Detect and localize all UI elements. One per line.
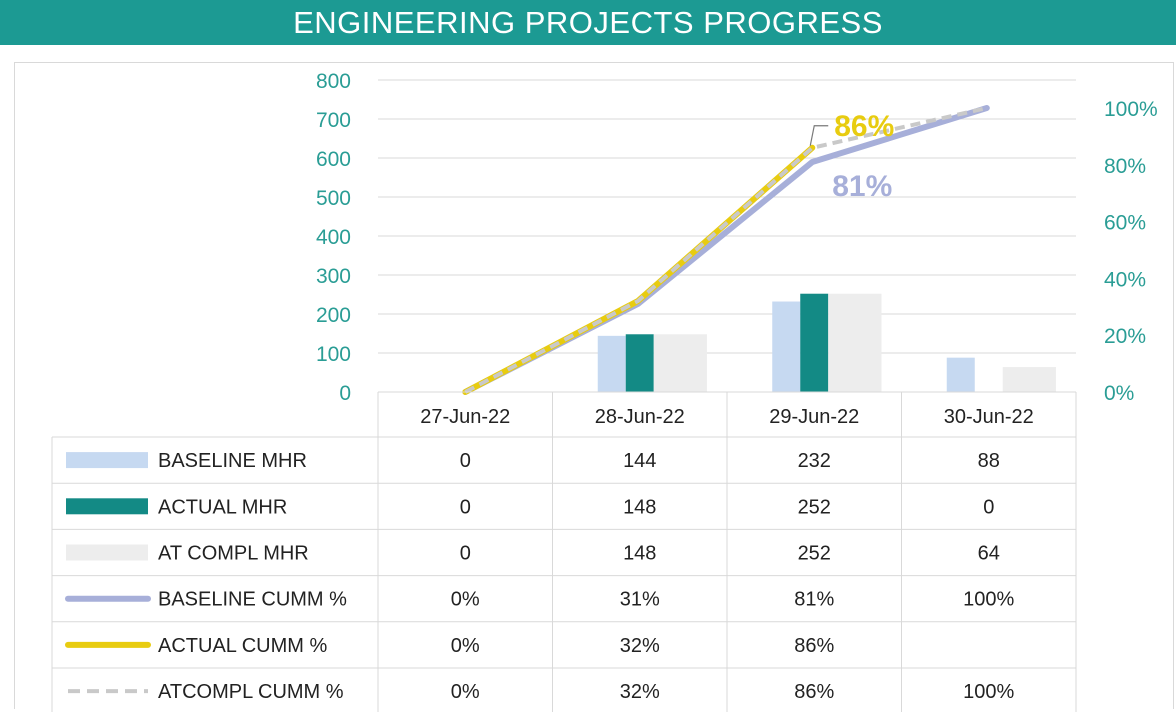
y-tick-label: 200 <box>316 304 351 327</box>
y-tick-label: 800 <box>316 70 351 93</box>
bar <box>653 334 707 392</box>
table-cell-value: 252 <box>798 543 831 565</box>
table-cell-value: 100% <box>963 589 1014 611</box>
legend-key-bar <box>66 452 148 469</box>
table-cell-value: 252 <box>798 496 831 518</box>
y-tick-label: 100 <box>316 343 351 366</box>
chart-title-banner: ENGINEERING PROJECTS PROGRESS <box>0 0 1176 45</box>
table-cell-value: 32% <box>620 681 660 703</box>
y-tick-label: 0 <box>339 382 351 405</box>
legend-key-bar <box>66 544 148 561</box>
y2-tick-label: 40% <box>1104 268 1146 291</box>
table-cell-value: 0% <box>451 635 480 657</box>
chart-frame <box>14 62 1174 709</box>
table-cell-value: 144 <box>623 450 656 472</box>
series-name-label: AT COMPL MHR <box>158 543 309 565</box>
y-tick-label: 400 <box>316 226 351 249</box>
table-cell-value: 0 <box>460 450 471 472</box>
table-cell-value: 0% <box>451 681 480 703</box>
series-name-label: ACTUAL MHR <box>158 496 287 518</box>
table-cell-value: 148 <box>623 543 656 565</box>
y2-tick-label: 60% <box>1104 212 1146 235</box>
table-cell-value: 88 <box>978 450 1000 472</box>
table-cell-value: 0 <box>460 496 471 518</box>
table-cell-value: 86% <box>794 681 834 703</box>
table-cell-value: 232 <box>798 450 831 472</box>
category-label: 28-Jun-22 <box>595 406 685 428</box>
table-cell-value: 86% <box>794 635 834 657</box>
bar <box>946 357 975 392</box>
bar <box>800 293 829 392</box>
table-cell-value: 100% <box>963 681 1014 703</box>
chart-title: ENGINEERING PROJECTS PROGRESS <box>293 5 883 40</box>
category-label: 29-Jun-22 <box>769 406 859 428</box>
series-line <box>464 106 988 394</box>
bar <box>1002 367 1056 392</box>
category-label: 27-Jun-22 <box>420 406 510 428</box>
table-cell-value: 32% <box>620 635 660 657</box>
bar <box>597 335 626 392</box>
y2-tick-label: 20% <box>1104 325 1146 348</box>
annotation-actual-label: 86% <box>834 110 894 143</box>
annotation-baseline-label: 81% <box>832 170 892 203</box>
y-tick-label: 500 <box>316 187 351 210</box>
category-label: 30-Jun-22 <box>944 406 1034 428</box>
bar <box>772 301 801 392</box>
table-cell-value: 0% <box>451 589 480 611</box>
y2-tick-label: 100% <box>1104 98 1158 121</box>
y-tick-label: 600 <box>316 148 351 171</box>
series-name-label: ACTUAL CUMM % <box>158 635 327 657</box>
bar <box>828 293 882 392</box>
bar <box>625 334 654 392</box>
y-tick-label: 300 <box>316 265 351 288</box>
table-cell-value: 64 <box>978 543 1000 565</box>
y2-tick-label: 80% <box>1104 155 1146 178</box>
series-name-label: BASELINE CUMM % <box>158 589 347 611</box>
table-cell-value: 0 <box>983 496 994 518</box>
series-name-label: BASELINE MHR <box>158 450 307 472</box>
legend-key-bar <box>66 498 148 515</box>
table-cell-value: 148 <box>623 496 656 518</box>
table-cell-value: 81% <box>794 589 834 611</box>
annotation-leader <box>809 125 829 146</box>
y2-tick-label: 0% <box>1104 382 1134 405</box>
table-cell-value: 31% <box>620 589 660 611</box>
series-name-label: ATCOMPL CUMM % <box>158 681 344 703</box>
table-cell-value: 0 <box>460 543 471 565</box>
y-tick-label: 700 <box>316 109 351 132</box>
